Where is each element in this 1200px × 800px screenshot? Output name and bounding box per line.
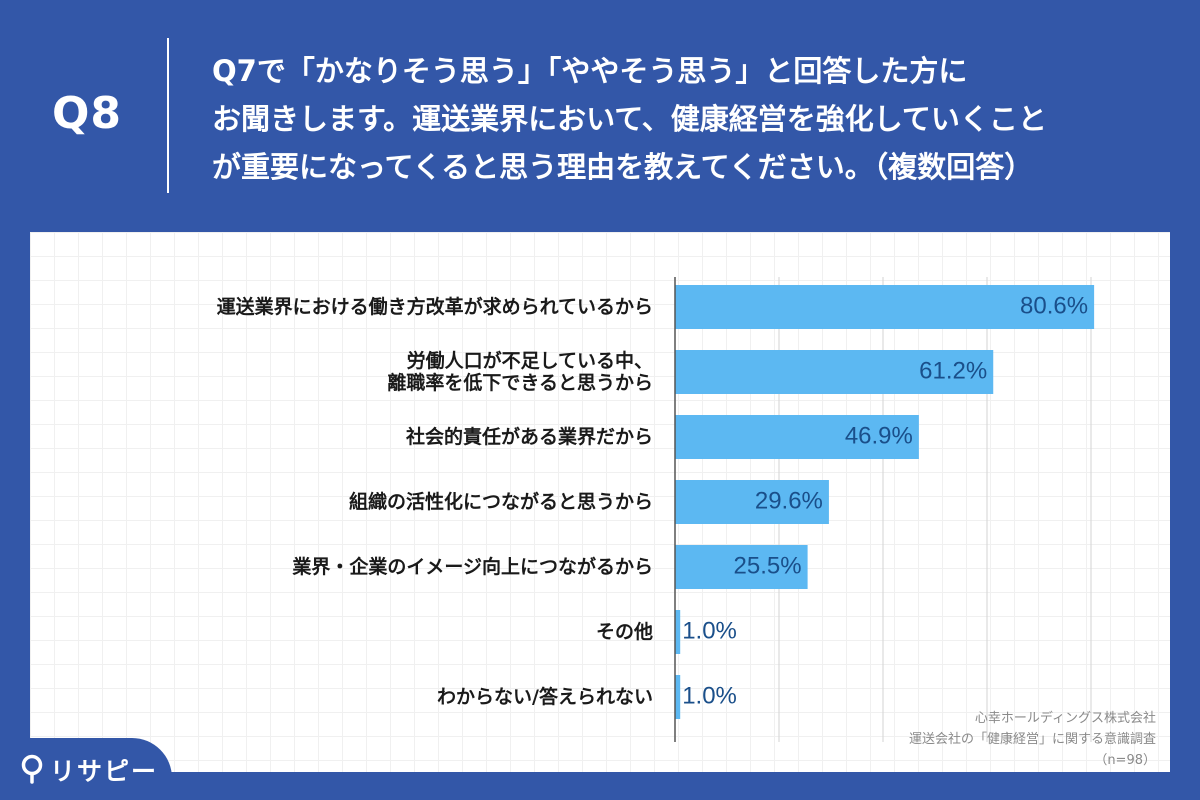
question-text: Q7で「かなりそう思う」「ややそう思う」と回答した方に お聞きします。運送業界に… bbox=[212, 47, 1172, 191]
bar bbox=[675, 350, 994, 394]
source-sample-size: （n=98） bbox=[1094, 753, 1156, 768]
data-label: 1.0% bbox=[682, 617, 737, 644]
brand-name: リサピー bbox=[50, 757, 159, 786]
source-survey: 運送会社の「健康経営」に関する意識調査 bbox=[908, 732, 1156, 747]
category-label: 業界・企業のイメージ向上につながるから bbox=[291, 555, 653, 578]
data-label: 1.0% bbox=[682, 682, 737, 709]
data-label: 61.2% bbox=[919, 357, 987, 384]
data-label: 29.6% bbox=[755, 487, 823, 514]
bar-chart: 運送業界における働き方改革が求められているから 80.6% 労働人口が不足している中… bbox=[217, 277, 1095, 742]
category-label: その他 bbox=[596, 620, 653, 643]
bar bbox=[675, 285, 1095, 329]
brand-logo: リサピー bbox=[0, 738, 172, 800]
question-line: が重要になってくると思う理由を教えてください。（複数回答） bbox=[212, 150, 1034, 184]
question-header: Q8 Q7で「かなりそう思う」「ややそう思う」と回答した方に お聞きします。運送… bbox=[0, 0, 1200, 230]
question-number: Q8 bbox=[52, 88, 123, 139]
category-label: 組織の活性化につながると思うから bbox=[349, 490, 653, 513]
bar bbox=[675, 480, 829, 524]
bar bbox=[675, 415, 919, 459]
category-label: 労働人口が不足している中、離職率を低下できると思うから bbox=[387, 349, 653, 394]
question-line: お聞きします。運送業界において、健康経営を強化していくこと bbox=[212, 102, 1047, 136]
bar bbox=[675, 545, 808, 589]
question-line: Q7で「かなりそう思う」「ややそう思う」と回答した方に bbox=[212, 54, 968, 88]
bar bbox=[675, 675, 681, 719]
category-label: 運送業界における働き方改革が求められているから bbox=[217, 295, 653, 318]
data-label: 46.9% bbox=[845, 422, 913, 449]
bar bbox=[675, 610, 681, 654]
data-label: 25.5% bbox=[734, 552, 802, 579]
category-label: 社会的責任がある業界だから bbox=[405, 425, 653, 448]
pin-icon bbox=[21, 754, 43, 784]
data-label: 80.6% bbox=[1020, 292, 1088, 319]
source-note: 心幸ホールディングス株式会社 運送会社の「健康経営」に関する意識調査 （n=98… bbox=[909, 708, 1156, 771]
chart-panel: 運送業界における働き方改革が求められているから 80.6% 労働人口が不足している中… bbox=[30, 232, 1170, 772]
source-company: 心幸ホールディングス株式会社 bbox=[974, 711, 1156, 726]
header-divider bbox=[167, 38, 169, 193]
category-label: わからない/答えられない bbox=[437, 685, 653, 708]
